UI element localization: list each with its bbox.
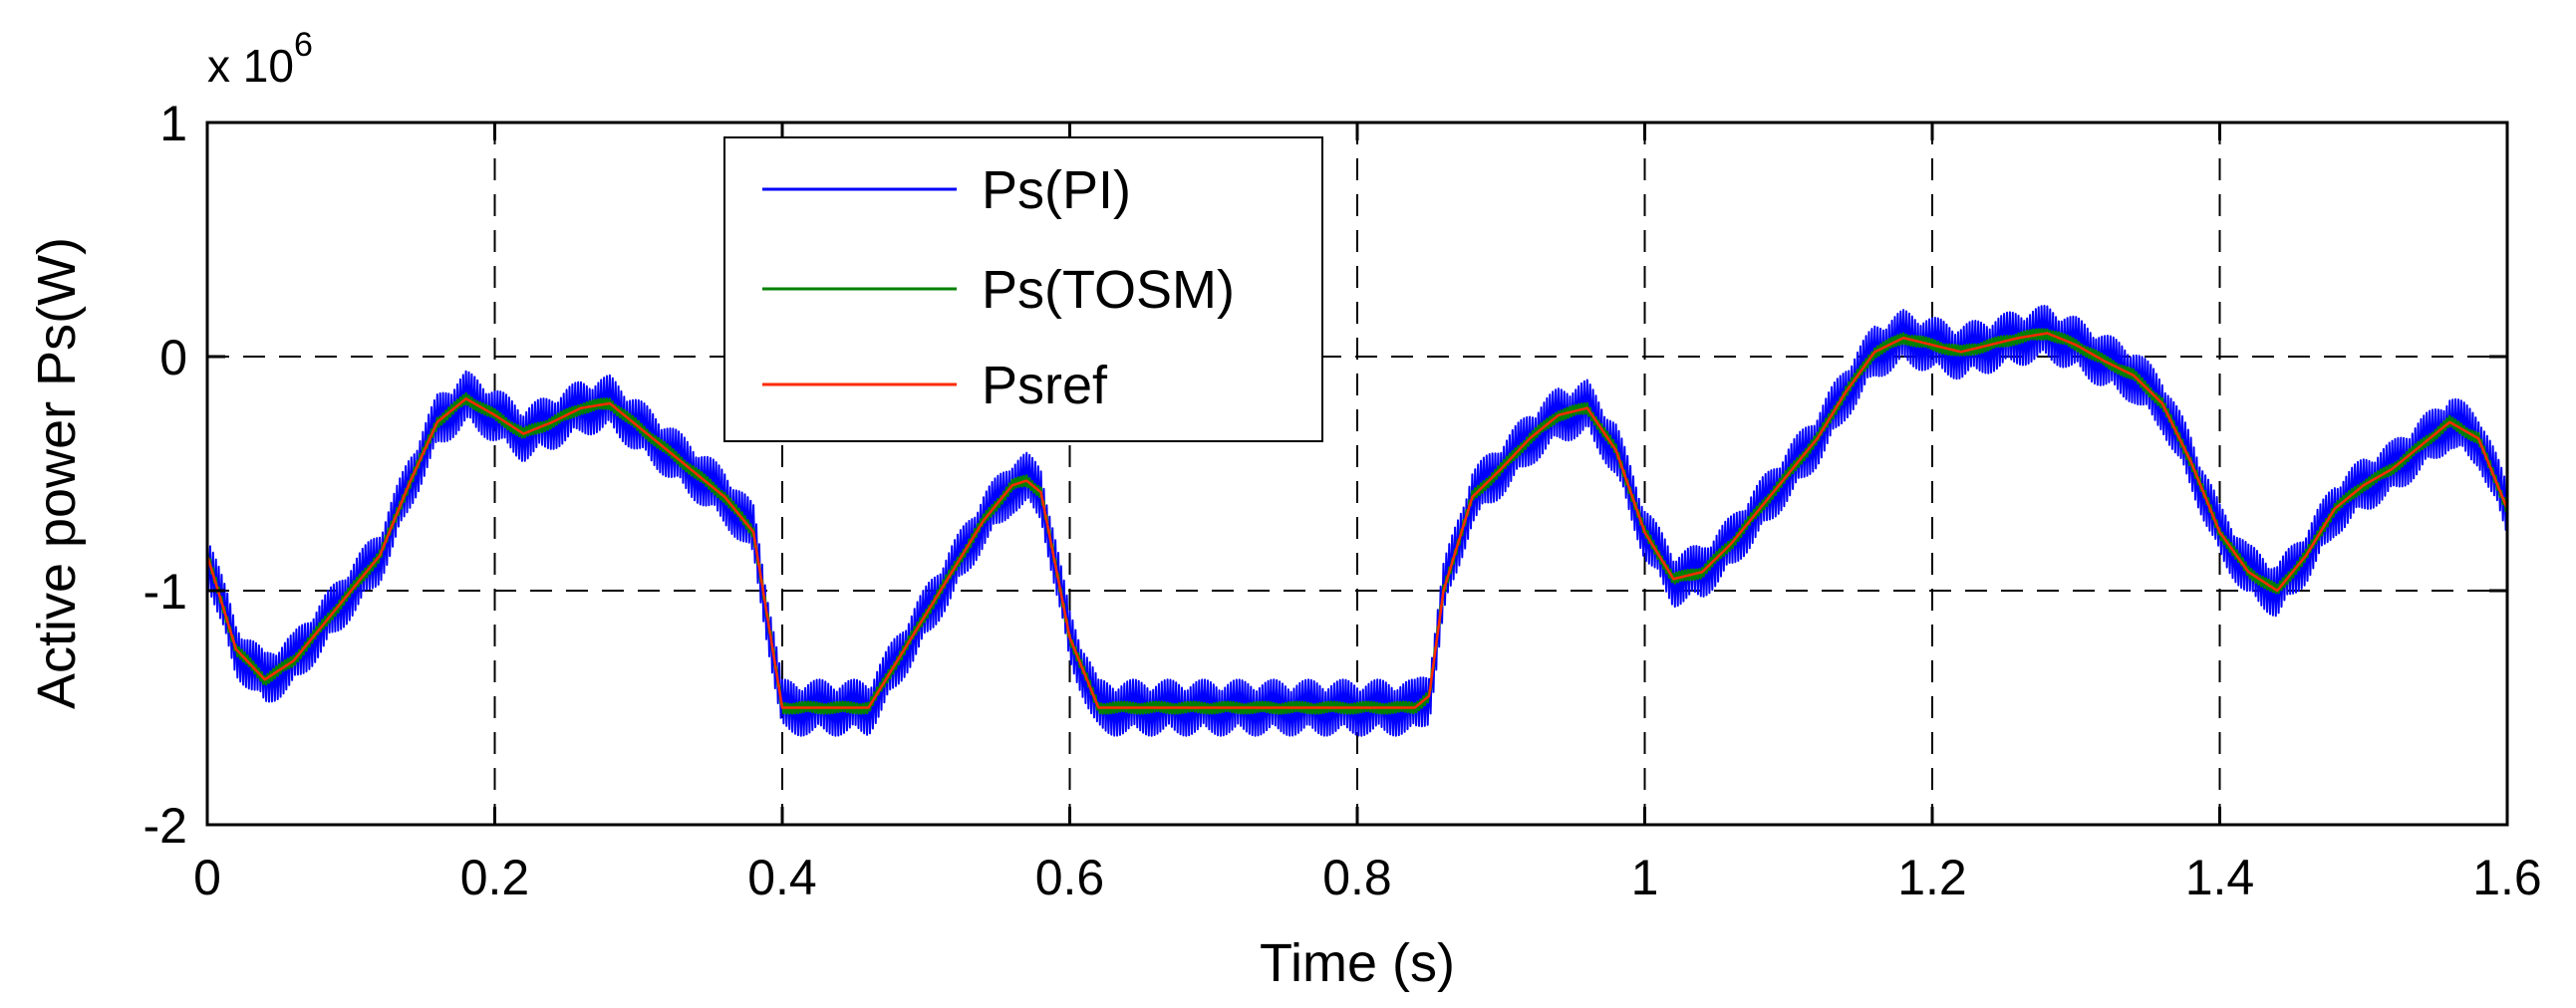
x-axis-label: Time (s) <box>1260 933 1455 993</box>
y-tick-label: 0 <box>159 330 187 385</box>
tick-marks <box>205 121 2509 827</box>
x-tick-label: 0.4 <box>747 850 817 905</box>
x-tick-label: 1 <box>1631 850 1659 905</box>
x-tick-label: 0.2 <box>460 850 530 905</box>
y-axis-label: Active power Ps(W) <box>27 237 87 709</box>
x-tick-label: 0 <box>193 850 221 905</box>
series-layer <box>205 305 2509 737</box>
y-tick-label: 1 <box>159 96 187 151</box>
y-tick-label: -2 <box>143 798 187 854</box>
y-tick-label: -1 <box>143 564 187 620</box>
legend-label-psref: Psref <box>982 356 1108 415</box>
series-line-psref <box>205 332 2509 709</box>
x-tick-label: 1.4 <box>2185 850 2255 905</box>
y-multiplier-exponent: 6 <box>294 26 313 64</box>
series-line-ps-pi <box>206 305 2508 737</box>
legend: Ps(PI) Ps(TOSM) Psref <box>723 136 1323 442</box>
x-tick-label: 1.6 <box>2472 850 2542 905</box>
series-line-ps-tosm <box>205 328 2509 715</box>
y-multiplier-base: x 10 <box>207 40 294 92</box>
x-tick-label: 0.8 <box>1322 850 1392 905</box>
legend-label-ps-tosm: Ps(TOSM) <box>982 260 1235 320</box>
legend-label-ps-pi: Ps(PI) <box>982 160 1131 220</box>
y-multiplier: x 106 <box>207 26 313 92</box>
x-tick-label: 1.2 <box>1897 850 1967 905</box>
tick-labels: 0 0.2 0.4 0.6 0.8 1 1.2 1.4 1.6 -2 -1 0 1 <box>143 96 2542 905</box>
x-tick-label: 0.6 <box>1035 850 1105 905</box>
